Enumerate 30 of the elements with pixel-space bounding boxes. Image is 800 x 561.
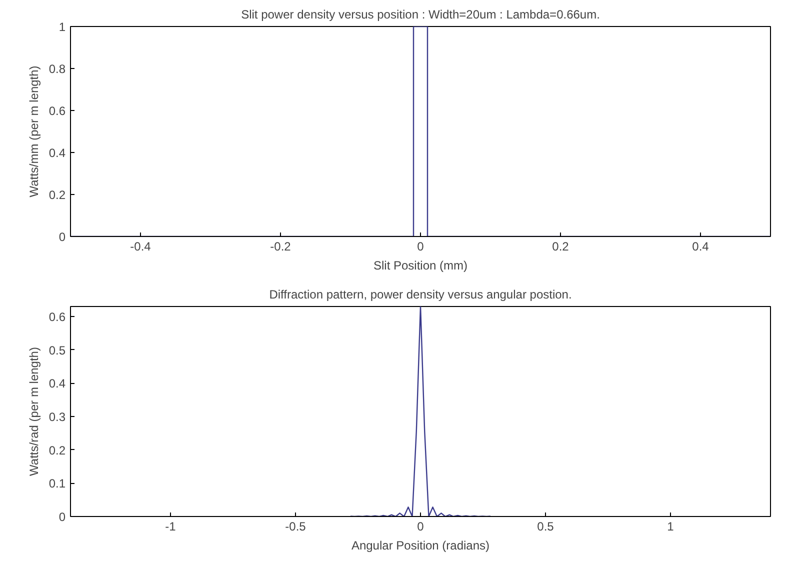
y-tick-label: 0.5 bbox=[48, 343, 66, 358]
y-tick-label: 1 bbox=[58, 20, 66, 34]
x-tick-label: 0 bbox=[417, 520, 424, 534]
x-tick-label: 0 bbox=[417, 240, 424, 254]
y-tick-label: 0.2 bbox=[48, 188, 66, 202]
y-axis-title: Watts/rad (per m length) bbox=[26, 347, 41, 476]
x-tick-label: 0.2 bbox=[552, 240, 570, 254]
x-tick-label: -0.4 bbox=[130, 240, 152, 254]
x-tick-label: 0.5 bbox=[537, 520, 554, 534]
chart-title: Slit power density versus position : Width=20um : Lambda=0.66um. bbox=[241, 8, 600, 22]
y-tick-label: 0 bbox=[58, 510, 66, 524]
y-tick-label: 0.4 bbox=[48, 376, 66, 391]
x-tick-label: -0.5 bbox=[285, 520, 306, 534]
y-tick-label: 0.1 bbox=[48, 476, 66, 491]
y-axis-title: Watts/mm (per m length) bbox=[26, 66, 41, 198]
x-tick-label: -1 bbox=[165, 520, 176, 534]
y-tick-label: 0.2 bbox=[48, 443, 66, 458]
x-tick-label: 1 bbox=[667, 520, 674, 534]
y-tick-label: 0 bbox=[58, 230, 66, 244]
y-tick-label: 0.6 bbox=[48, 310, 66, 324]
y-tick-label: 0.3 bbox=[48, 410, 66, 424]
chart-title: Diffraction pattern, power density versus angular postion. bbox=[269, 288, 572, 302]
x-tick-label: -0.2 bbox=[270, 240, 292, 254]
line-series bbox=[350, 306, 492, 516]
x-axis-title: Slit Position (mm) bbox=[373, 258, 468, 272]
y-tick-label: 0.6 bbox=[48, 104, 66, 118]
y-tick-label: 0.4 bbox=[48, 146, 66, 160]
x-tick-label: 0.4 bbox=[692, 240, 710, 254]
x-axis-title: Angular Position (radians) bbox=[351, 538, 490, 552]
y-tick-label: 0.8 bbox=[48, 62, 66, 76]
